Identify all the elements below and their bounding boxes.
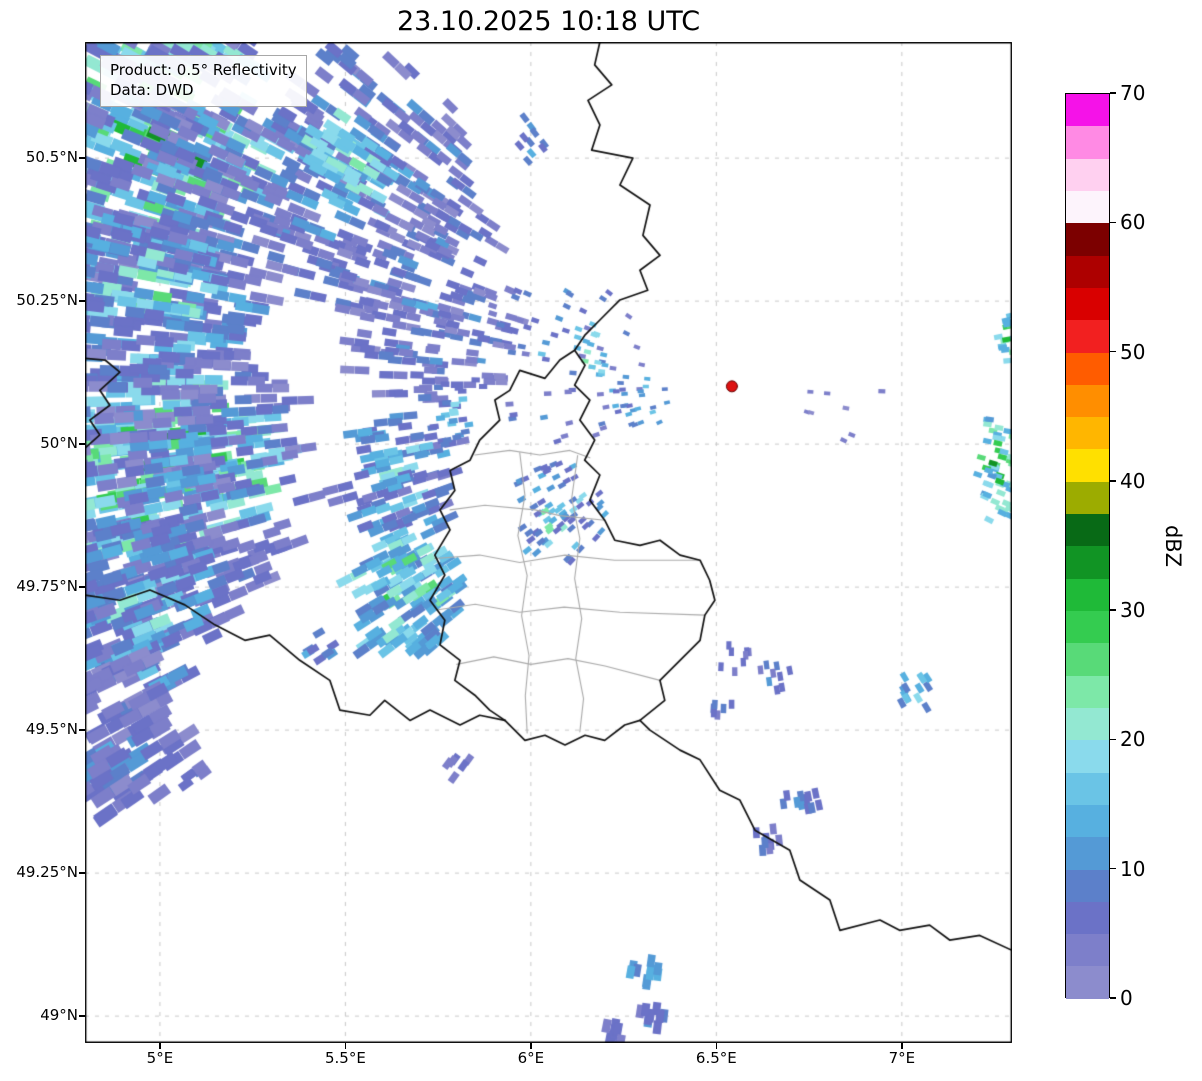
colorbar-tick-label: 70 <box>1120 81 1146 105</box>
colorbar-cell <box>1066 190 1109 224</box>
tick-mark <box>79 586 85 588</box>
tick-mark <box>1110 997 1116 999</box>
colorbar-cell <box>1066 740 1109 773</box>
colorbar-cell <box>1066 417 1109 450</box>
radar-map-canvas <box>85 42 1012 1043</box>
colorbar-cell <box>1066 255 1109 288</box>
tick-mark <box>1110 221 1116 224</box>
colorbar-cell <box>1066 158 1109 191</box>
y-tick-label: 49.25°N <box>16 863 78 882</box>
tick-mark <box>1110 867 1116 870</box>
tick-mark <box>79 157 85 159</box>
colorbar-cell <box>1066 837 1109 870</box>
colorbar-tick-label: 50 <box>1120 339 1146 364</box>
tick-mark <box>1110 92 1116 94</box>
colorbar-cell <box>1066 223 1109 256</box>
colorbar-cell <box>1066 675 1109 708</box>
colorbar-cell <box>1066 934 1109 967</box>
colorbar-tick-label: 10 <box>1120 856 1146 881</box>
y-tick-label: 49.75°N <box>16 577 78 596</box>
colorbar-cell <box>1066 320 1109 353</box>
tick-mark <box>1110 738 1116 741</box>
tick-mark <box>1110 480 1116 482</box>
colorbar <box>1065 93 1110 999</box>
colorbar-cell <box>1066 804 1109 838</box>
tick-mark <box>79 1015 85 1017</box>
colorbar-tick-label: 20 <box>1120 727 1146 752</box>
tick-mark <box>1110 350 1116 353</box>
y-tick-label: 50°N <box>40 434 78 453</box>
tick-mark <box>1110 609 1116 611</box>
colorbar-cell <box>1066 352 1109 385</box>
colorbar-tick-label: 30 <box>1120 598 1146 623</box>
x-tick-label: 5.5°E <box>324 1049 366 1067</box>
y-tick-label: 50.25°N <box>16 291 78 310</box>
colorbar-cell <box>1066 546 1109 579</box>
colorbar-label: dBZ <box>1161 524 1185 568</box>
colorbar-cell <box>1066 126 1109 159</box>
tick-mark <box>901 1043 903 1049</box>
tick-mark <box>79 872 85 874</box>
y-tick-label: 49°N <box>40 1006 78 1025</box>
x-tick-label: 6°E <box>517 1049 545 1067</box>
colorbar-cell <box>1066 611 1109 644</box>
figure-title: 23.10.2025 10:18 UTC <box>396 6 701 37</box>
colorbar-tick-label: 40 <box>1120 468 1146 493</box>
colorbar-cell <box>1066 869 1109 902</box>
tick-mark <box>79 729 85 731</box>
x-tick-label: 7°E <box>888 1049 916 1067</box>
y-tick-label: 50.5°N <box>25 148 78 167</box>
tick-mark <box>79 443 85 445</box>
colorbar-cell <box>1066 643 1109 676</box>
colorbar-cell <box>1066 772 1109 805</box>
tick-mark <box>159 1043 161 1049</box>
colorbar-cell <box>1066 94 1109 127</box>
x-tick-label: 5°E <box>146 1049 174 1067</box>
colorbar-cell <box>1066 578 1109 611</box>
legend-product-line: Product: 0.5° Reflectivity <box>110 61 297 79</box>
colorbar-cell <box>1066 449 1109 482</box>
colorbar-cell <box>1066 901 1109 935</box>
colorbar-cell <box>1066 966 1109 999</box>
y-tick-label: 49.5°N <box>25 720 78 739</box>
legend-box: Product: 0.5° Reflectivity Data: DWD <box>100 55 307 107</box>
colorbar-tick-label: 60 <box>1120 210 1146 235</box>
colorbar-cell <box>1066 384 1109 418</box>
colorbar-cell <box>1066 707 1109 741</box>
x-tick-label: 6.5°E <box>695 1049 737 1067</box>
colorbar-cell <box>1066 514 1109 547</box>
colorbar-cell <box>1066 287 1109 321</box>
tick-mark <box>79 300 85 302</box>
tick-mark <box>715 1043 718 1049</box>
legend-data-line: Data: DWD <box>110 81 194 100</box>
map-plot-area <box>85 42 1012 1043</box>
tick-mark <box>344 1043 347 1049</box>
colorbar-cell <box>1066 481 1109 515</box>
colorbar-tick-label: 0 <box>1120 986 1133 1010</box>
tick-mark <box>530 1043 532 1049</box>
